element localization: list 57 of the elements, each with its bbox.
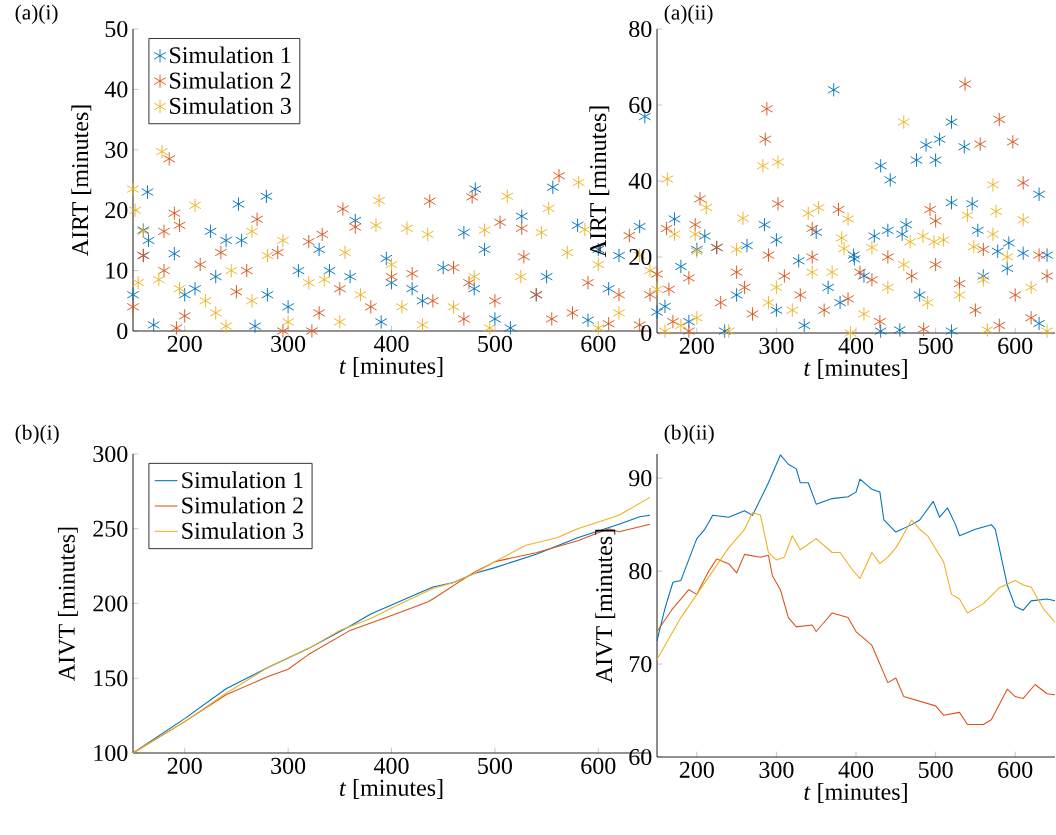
x-tick-label: 300 [271, 757, 306, 774]
x-tick-label: 600 [998, 761, 1033, 778]
y-tick-label: 50 [105, 20, 128, 38]
y-tick-label: 30 [105, 141, 128, 158]
x-axis-title: t [minutes] [804, 783, 907, 803]
y-tick-label: 250 [93, 520, 128, 537]
y-tick-label: 60 [629, 748, 652, 766]
x-tick-label: 500 [478, 335, 512, 352]
chart-title: (a)(ii) [664, 4, 713, 25]
y-tick-label: 100 [94, 744, 128, 762]
y-axis-title: AIRT [minutes] [589, 106, 610, 258]
chart-title: (b)(ii) [664, 424, 714, 444]
y-tick-label: 300 [93, 445, 128, 463]
y-axis-title: AIVT [minutes] [57, 527, 78, 681]
x-tick-label: 400 [373, 335, 409, 352]
y-tick-label: 80 [629, 20, 652, 38]
y-tick-label: 0 [641, 324, 652, 342]
x-tick-label: 200 [679, 337, 714, 354]
y-tick-label: 80 [629, 563, 652, 580]
x-axis-title: t [minutes] [339, 779, 443, 799]
x-tick-label: 400 [373, 757, 409, 774]
y-tick-label: 150 [94, 670, 128, 687]
x-axis-title: t [minutes] [339, 357, 443, 377]
y-tick-label: 90 [629, 470, 652, 487]
legend-label: Simulation 3 [170, 97, 291, 114]
x-tick-label: 600 [581, 757, 616, 774]
x-tick-label: 600 [581, 335, 616, 352]
y-tick-label: 0 [117, 322, 128, 340]
legend-label: Simulation 1 [182, 471, 303, 489]
y-axis-title: AIRT [minutes] [71, 105, 92, 257]
legend-label: Simulation 2 [182, 496, 303, 514]
x-tick-label: 400 [838, 337, 874, 354]
x-axis-title: t [minutes] [804, 359, 907, 379]
legend-label: Simulation 2 [170, 71, 291, 89]
x-tick-label: 500 [478, 757, 512, 774]
x-tick-label: 300 [271, 335, 306, 352]
x-tick-label: 200 [167, 335, 202, 352]
x-tick-label: 400 [838, 761, 874, 778]
chart-title: (a)(i) [15, 4, 58, 24]
chart-title: (b)(i) [15, 424, 59, 445]
x-tick-label: 600 [998, 337, 1033, 354]
y-axis-title: AIVT [minutes] [595, 529, 616, 683]
y-tick-label: 200 [93, 595, 128, 612]
x-tick-label: 300 [759, 761, 794, 778]
x-tick-label: 200 [167, 757, 202, 774]
y-tick-label: 10 [106, 262, 128, 279]
y-tick-label: 60 [629, 96, 652, 114]
legend-label: Simulation 3 [182, 521, 304, 539]
y-tick-label: 20 [105, 202, 128, 219]
x-tick-label: 300 [759, 337, 794, 354]
y-tick-label: 40 [628, 172, 652, 190]
x-tick-label: 500 [919, 337, 953, 354]
y-tick-label: 70 [629, 655, 652, 673]
x-tick-label: 200 [679, 761, 714, 778]
legend-label: Simulation 1 [170, 46, 291, 64]
x-tick-label: 500 [919, 761, 953, 778]
y-tick-label: 40 [104, 81, 128, 98]
